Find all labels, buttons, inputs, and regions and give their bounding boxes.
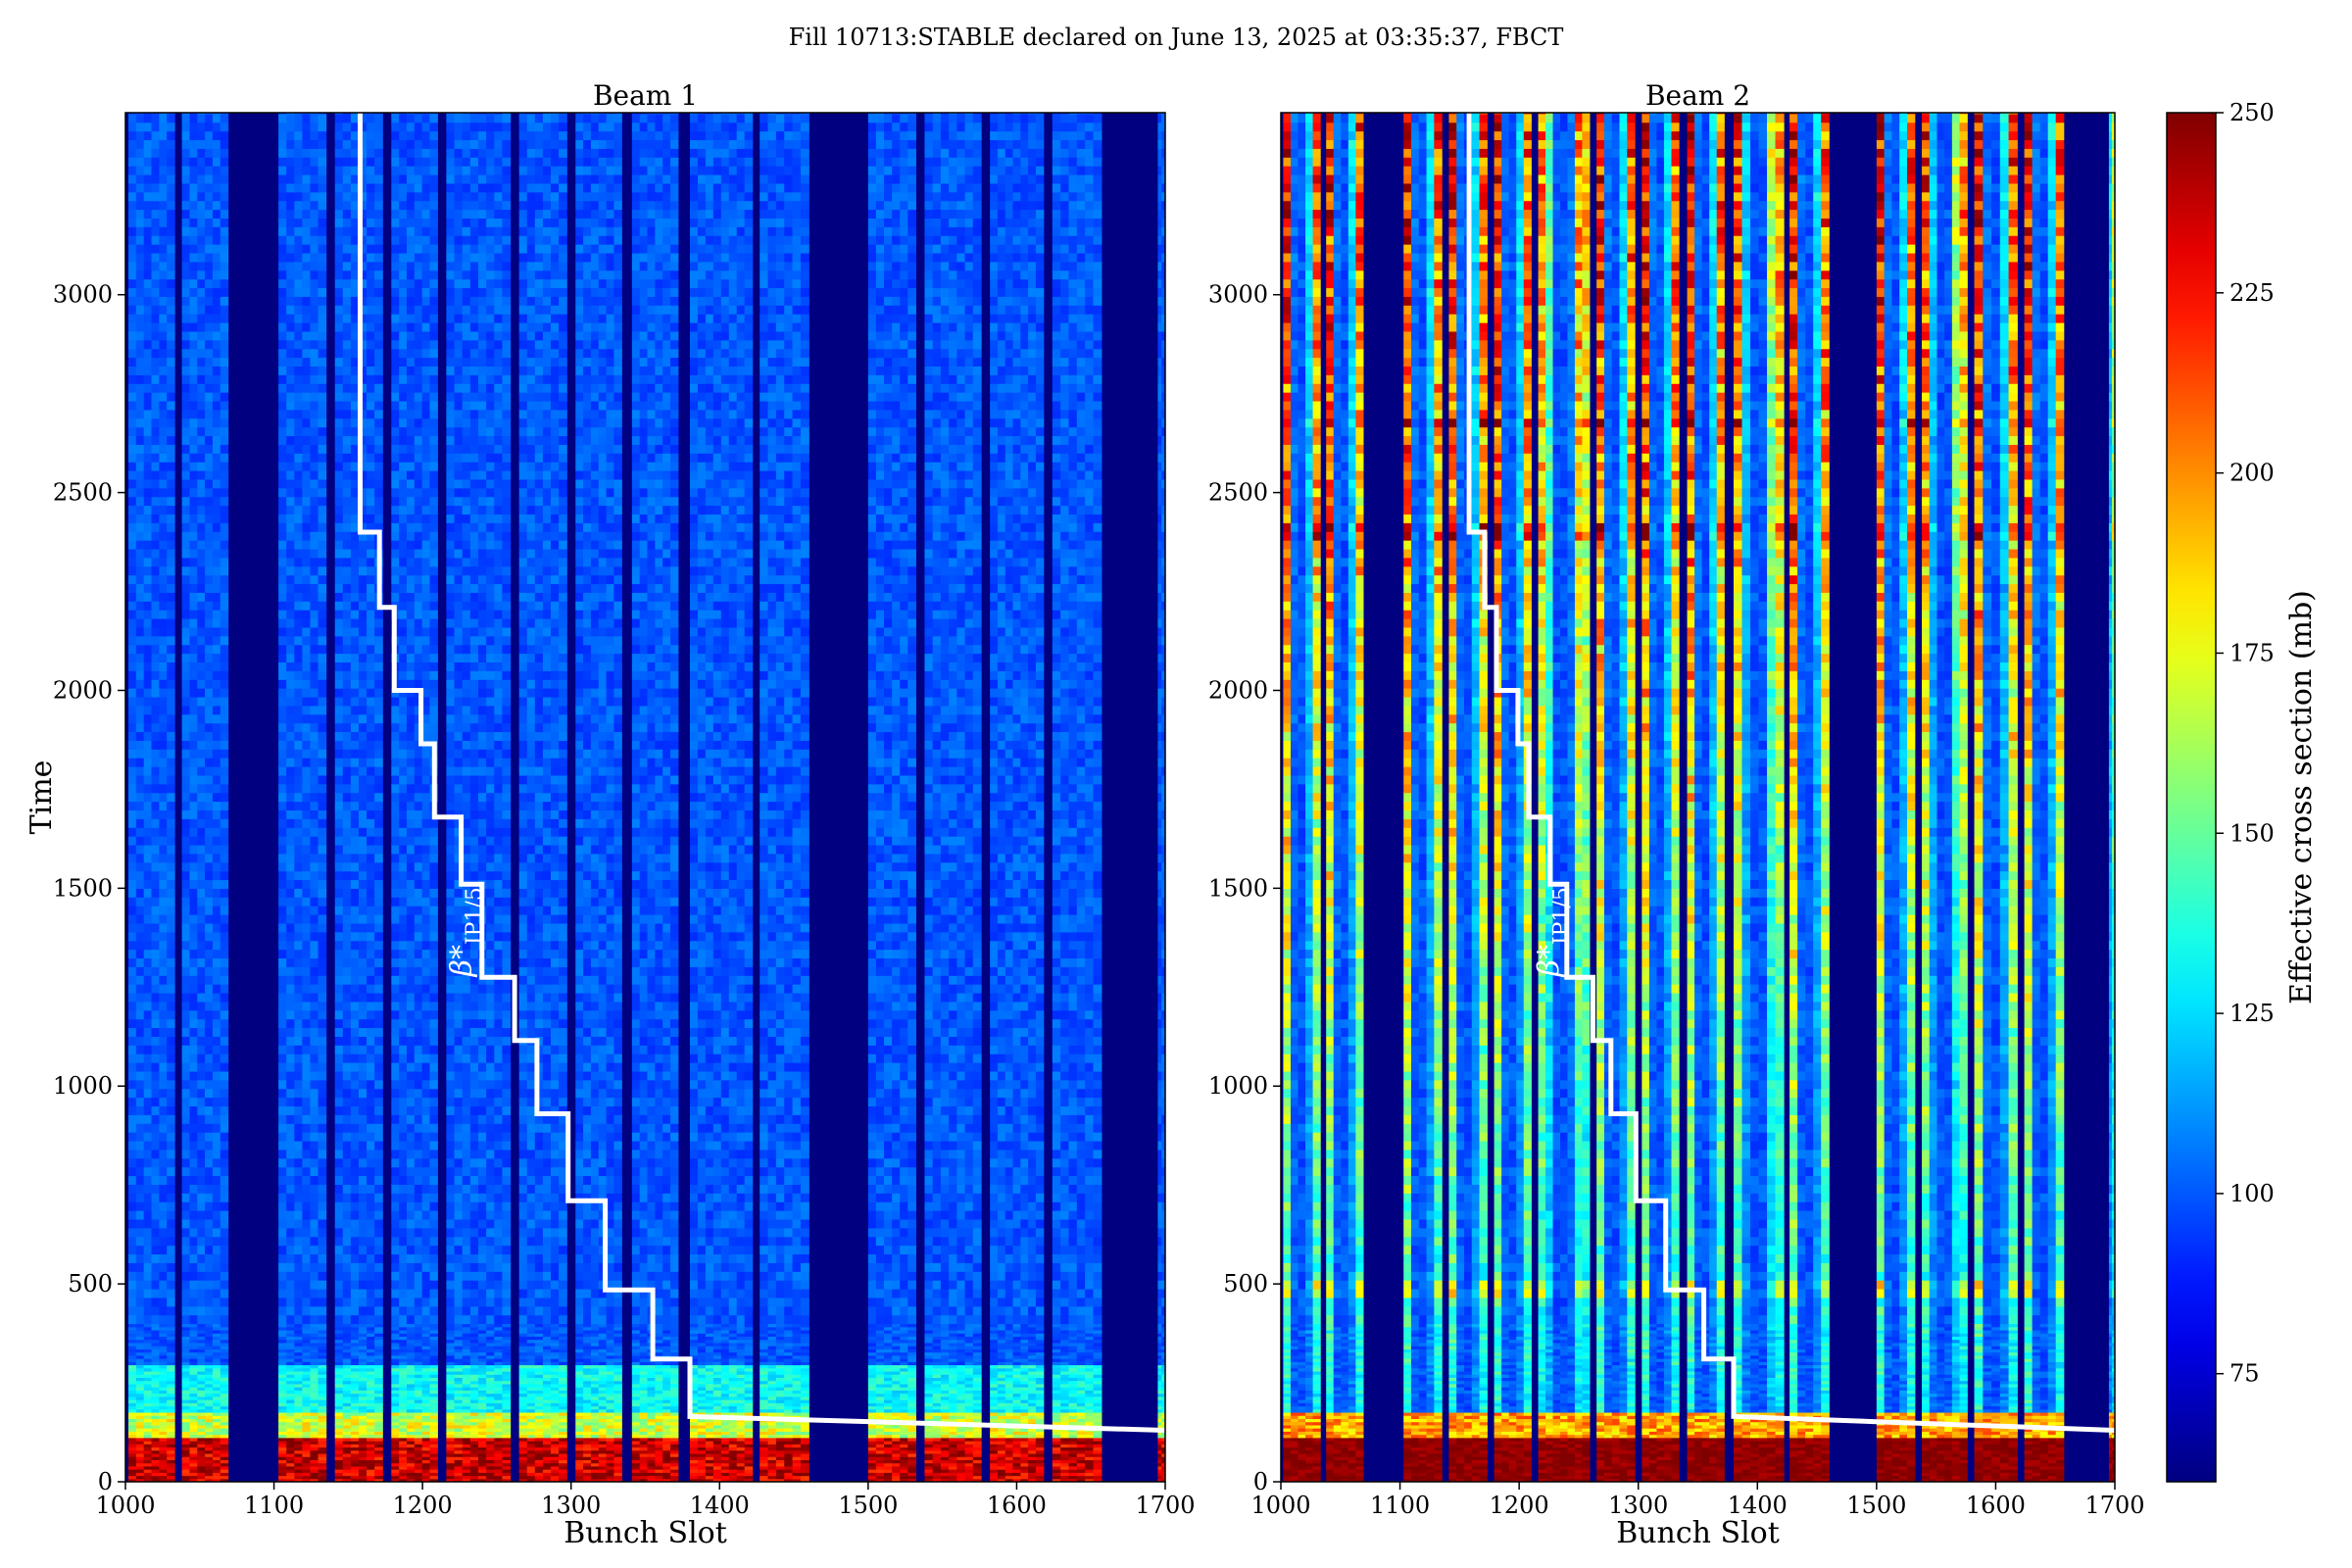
colorbar-label: Effective cross section (mb) (2284, 590, 2319, 1004)
bunch-train-1-3 (278, 113, 327, 1482)
bunch-train-1-11 (760, 113, 809, 1482)
bunch-train-2-7 (1596, 113, 1636, 1482)
plot-frame (124, 112, 1166, 1483)
bunch-train-1-6 (446, 113, 512, 1482)
bunch-train-2-15 (2024, 113, 2065, 1482)
x-tick-label: 1700 (2084, 1492, 2144, 1519)
colorbar-tick-label: 75 (2230, 1360, 2260, 1388)
bunch-train-2-14 (1974, 113, 2018, 1482)
x-tick-label: 1000 (95, 1492, 155, 1519)
beta-star-curve (1466, 113, 2115, 1433)
beta-star-label: β*IP1/5 (1532, 887, 1574, 977)
figure-title: Fill 10713:STABLE declared on June 13, 2… (0, 24, 2352, 51)
y-tick-label: 1000 (1208, 1072, 1268, 1100)
x-tick-label: 1100 (244, 1492, 304, 1519)
x-tick-label: 1200 (393, 1492, 453, 1519)
x-tick-label: 1200 (1490, 1492, 1549, 1519)
x-axis-label: Bunch Slot (1616, 1516, 1780, 1550)
bunch-train-1-13 (924, 113, 982, 1482)
x-tick-label: 1300 (1608, 1492, 1668, 1519)
colorbar-tick-label: 200 (2230, 460, 2275, 487)
y-tick-label: 3000 (1208, 281, 1268, 309)
y-tick-label: 2500 (53, 479, 113, 507)
bunch-train-2-16 (2108, 113, 2115, 1482)
colorbar-tick-label: 125 (2230, 1000, 2275, 1027)
bunch-train-2-4 (1448, 113, 1488, 1482)
x-tick-label: 1600 (1966, 1492, 2026, 1519)
bunch-train-2-10 (1733, 113, 1785, 1482)
y-axis-label: Time (24, 760, 59, 835)
bunch-train-2-11 (1789, 113, 1830, 1482)
colorbar-tick-label: 100 (2230, 1180, 2275, 1207)
x-axis-label: Bunch Slot (564, 1516, 727, 1550)
x-tick-label: 1000 (1250, 1492, 1310, 1519)
beta-star-label: β*IP1/5 (445, 887, 487, 977)
colorbar: 75 100 125 150 175 200 225 250 Effective cross s… (2166, 99, 2319, 1483)
bunch-train-2-13 (1922, 113, 1968, 1482)
colorbar-tick-label: 250 (2230, 99, 2275, 126)
bunch-train-2-12 (1876, 113, 1916, 1482)
colorbar-gradient (2166, 112, 2217, 1483)
y-tick-label: 0 (1253, 1468, 1268, 1495)
x-tick-label: 1500 (1846, 1492, 1906, 1519)
bunch-train-1-9 (631, 113, 679, 1482)
bunch-train-2-1 (1283, 113, 1321, 1482)
panel-title: Beam 1 (593, 79, 698, 112)
colorbar-tick-label: 175 (2230, 639, 2275, 666)
bunch-train-1-12 (867, 113, 916, 1482)
bunch-train-2-3 (1403, 113, 1443, 1482)
bunch-train-1-14 (990, 113, 1045, 1482)
bunch-train-2-5 (1494, 113, 1532, 1482)
bunch-train-1-5 (391, 113, 438, 1482)
y-tick-label: 1500 (53, 874, 113, 902)
bunch-train-1-16 (1157, 113, 1165, 1482)
bunch-train-2-9 (1687, 113, 1725, 1482)
bunch-train-1-10 (689, 113, 754, 1482)
x-tick-label: 1400 (690, 1492, 750, 1519)
x-tick-label: 1100 (1370, 1492, 1430, 1519)
x-tick-label: 1700 (1135, 1492, 1195, 1519)
x-tick-label: 1500 (838, 1492, 898, 1519)
bunch-train-2-2 (1326, 113, 1364, 1482)
beta-star-curve (358, 113, 1165, 1433)
y-tick-label: 1500 (1208, 874, 1268, 902)
x-tick-label: 1600 (987, 1492, 1047, 1519)
bunch-train-1-1 (128, 113, 175, 1482)
panel-title: Beam 2 (1645, 79, 1750, 112)
bunch-train-2-8 (1642, 113, 1680, 1482)
bunch-train-1-8 (575, 113, 622, 1482)
y-tick-label: 2000 (1208, 676, 1268, 704)
y-tick-label: 1000 (53, 1072, 113, 1100)
bunch-train-1-7 (518, 113, 567, 1482)
y-tick-label: 0 (98, 1468, 113, 1495)
panel-beam-1: β*IP1/5 Beam 1 1000 1100 1200 1300 1400 1500 160… (24, 79, 1196, 1550)
bunch-train-1-2 (181, 113, 229, 1482)
y-tick-label: 500 (68, 1270, 113, 1298)
bunch-train-1-4 (334, 113, 383, 1482)
bunch-train-1-15 (1052, 113, 1102, 1482)
y-tick-label: 2500 (1208, 479, 1268, 507)
plot-frame (1280, 112, 2116, 1483)
y-tick-label: 3000 (53, 281, 113, 309)
y-tick-label: 2000 (53, 676, 113, 704)
x-tick-label: 1300 (541, 1492, 601, 1519)
colorbar-tick-label: 150 (2230, 819, 2275, 847)
panel-beam-2: β*IP1/5 Beam 2 1000 1100 1200 1300 1400 1500 160… (1208, 79, 2145, 1550)
x-tick-label: 1400 (1728, 1492, 1788, 1519)
bunch-train-2-6 (1538, 113, 1591, 1482)
colorbar-tick-label: 225 (2230, 279, 2275, 307)
y-tick-label: 500 (1223, 1270, 1268, 1298)
